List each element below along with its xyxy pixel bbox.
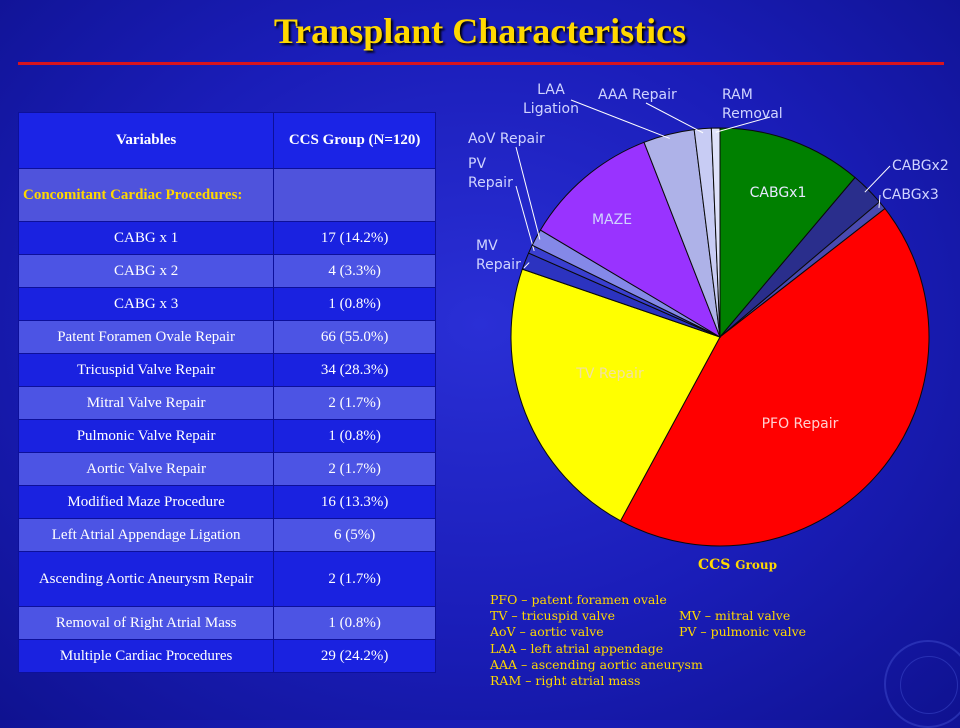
- legend-entry: RAM – right atrial mass: [490, 673, 641, 689]
- label-leader-line: [515, 185, 535, 252]
- legend-entry: PFO – patent foramen ovale: [490, 592, 667, 607]
- label-leader-line: [645, 102, 704, 134]
- table-row: Modified Maze Procedure 16 (13.3%): [17, 485, 436, 519]
- pie-slice-label: MAZE: [592, 212, 632, 228]
- chart-xlabel-suffix: Group: [735, 558, 777, 572]
- row-value: 2 (1.7%): [273, 452, 436, 486]
- row-label: Tricuspid Valve Repair: [17, 353, 275, 387]
- row-value: 6 (5%): [273, 518, 436, 552]
- table-row: Left Atrial Appendage Ligation 6 (5%): [17, 518, 436, 552]
- legend-row: RAM – right atrial mass: [490, 673, 806, 689]
- row-label: Multiple Cardiac Procedures: [17, 639, 275, 673]
- section-row: Concomitant Cardiac Procedures:: [17, 168, 436, 222]
- row-value: 2 (1.7%): [273, 386, 436, 420]
- pie-slice-label: AoV Repair: [468, 131, 545, 147]
- pie-slice: [510, 268, 721, 522]
- row-value: 4 (3.3%): [273, 254, 436, 288]
- pie-slice: [619, 207, 930, 547]
- label-leader-line: [570, 99, 670, 139]
- section-empty-cell: [273, 168, 436, 222]
- table-row: Ascending Aortic Aneurysm Repair 2 (1.7%): [17, 551, 436, 607]
- label-leader-line: [864, 165, 891, 193]
- row-value: 29 (24.2%): [273, 639, 436, 673]
- pie-slice-label: LAA Ligation: [523, 82, 579, 117]
- pie-slice-label: PV Repair: [468, 156, 513, 191]
- row-label: Pulmonic Valve Repair: [17, 419, 275, 453]
- table-row: Patent Foramen Ovale Repair 66 (55.0%): [17, 320, 436, 354]
- row-value: 1 (0.8%): [273, 287, 436, 321]
- page-title: Transplant Characteristics: [273, 11, 687, 51]
- row-label: CABG x 3: [17, 287, 275, 321]
- table-row: Aortic Valve Repair 2 (1.7%): [17, 452, 436, 486]
- title-divider: [18, 62, 944, 65]
- table-row: Pulmonic Valve Repair 1 (0.8%): [17, 419, 436, 453]
- legend-entry: AoV – aortic valve: [490, 624, 604, 640]
- legend-entry: MV – mitral valve: [679, 608, 791, 624]
- row-label: Modified Maze Procedure: [17, 485, 275, 519]
- legend-entry: AAA – ascending aortic aneurysm: [490, 656, 703, 672]
- chart-xlabel: CCS Group: [698, 557, 777, 573]
- legend-row: TV – tricuspid valve MV – mitral valve: [490, 608, 806, 624]
- abbreviation-legend: PFO – patent foramen ovale TV – tricuspid…: [490, 592, 806, 689]
- legend-row: PFO – patent foramen ovale: [490, 592, 806, 608]
- pie-slice-label: CABGx3: [882, 187, 939, 203]
- chart-xlabel-main: CCS: [698, 557, 731, 573]
- row-label: Patent Foramen Ovale Repair: [17, 320, 275, 354]
- pie-slice-label: TV Repair: [575, 366, 644, 382]
- row-label: Left Atrial Appendage Ligation: [17, 518, 275, 552]
- table-header-row: Variables CCS Group (N=120): [17, 112, 436, 169]
- header-variables: Variables: [17, 112, 275, 169]
- section-label: Concomitant Cardiac Procedures:: [17, 168, 275, 222]
- row-value: 1 (0.8%): [273, 419, 436, 453]
- row-label: Aortic Valve Repair: [17, 452, 275, 486]
- label-leader-line: [515, 146, 541, 240]
- legend-row: AoV – aortic valve PV – pulmonic valve: [490, 624, 806, 640]
- characteristics-table: Variables CCS Group (N=120) Concomitant …: [17, 112, 436, 673]
- row-label: Ascending Aortic Aneurysm Repair: [17, 551, 275, 607]
- row-value: 2 (1.7%): [273, 551, 436, 607]
- table-row: Multiple Cardiac Procedures 29 (24.2%): [17, 639, 436, 673]
- pie-slice-label: RAM Removal: [722, 87, 783, 122]
- row-value: 1 (0.8%): [273, 606, 436, 640]
- pie-slice: [710, 127, 721, 338]
- legend-entry: PV – pulmonic valve: [679, 624, 807, 640]
- pie-slice-label: AAA Repair: [598, 87, 677, 103]
- table-row: Removal of Right Atrial Mass 1 (0.8%): [17, 606, 436, 640]
- table-row: Tricuspid Valve Repair 34 (28.3%): [17, 353, 436, 387]
- pie-slice-label: CABGx2: [892, 158, 949, 174]
- row-label: Removal of Right Atrial Mass: [17, 606, 275, 640]
- pie-slice: [539, 141, 721, 339]
- header-ccs-group: CCS Group (N=120): [273, 112, 436, 169]
- pie-slice-label: CABGx1: [750, 185, 807, 201]
- legend-entry: LAA – left atrial appendage: [490, 640, 664, 656]
- row-label: CABG x 2: [17, 254, 275, 288]
- label-leader-line: [715, 116, 771, 133]
- row-label: CABG x 1: [17, 221, 275, 255]
- legend-entry: TV – tricuspid valve: [490, 608, 615, 624]
- label-leader-line: [878, 194, 881, 208]
- pie-slice-label: MV Repair: [476, 238, 521, 273]
- legend-row: AAA – ascending aortic aneurysm: [490, 657, 806, 673]
- row-value: 16 (13.3%): [273, 485, 436, 519]
- label-leader-line: [523, 262, 530, 269]
- legend-row: LAA – left atrial appendage: [490, 641, 806, 657]
- pie-slice-label: PFO Repair: [762, 416, 839, 432]
